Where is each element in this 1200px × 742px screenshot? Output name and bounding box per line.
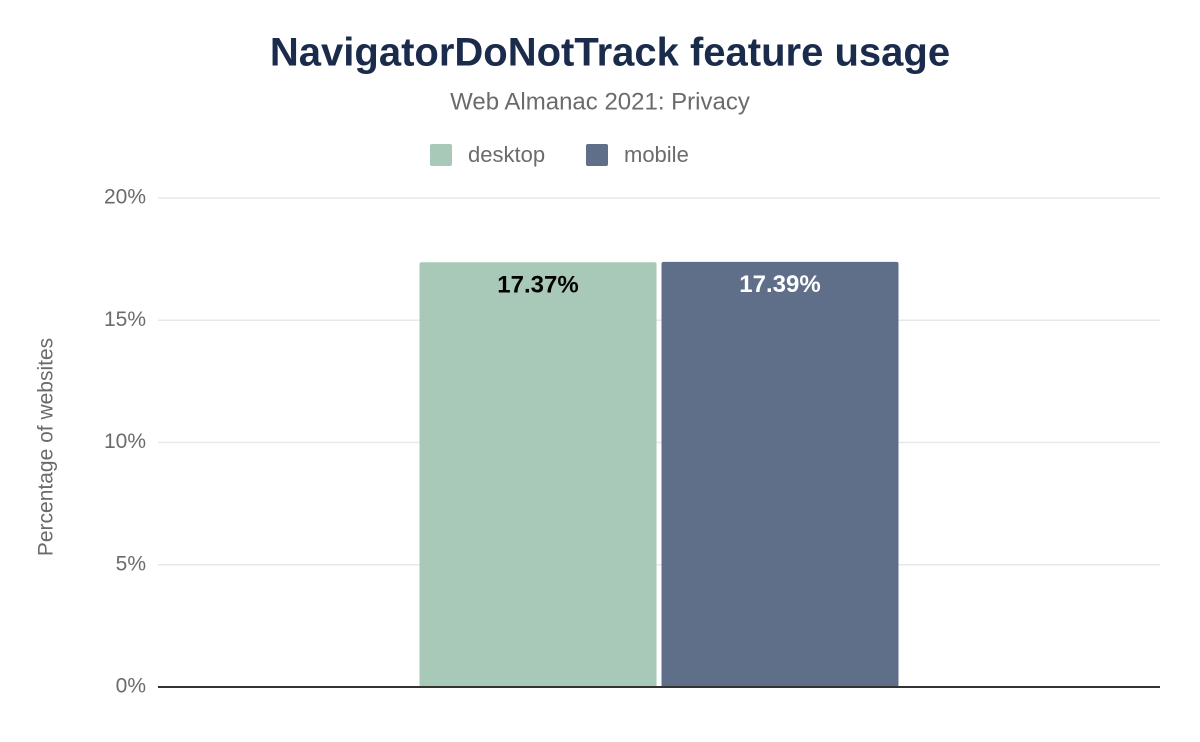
data-label: 17.37% [497, 272, 578, 299]
y-tick-label: 20% [104, 186, 146, 209]
y-tick-label: 15% [104, 308, 146, 331]
legend-label: mobile [624, 142, 689, 167]
y-tick-label: 0% [116, 675, 146, 698]
legend-swatch [586, 144, 608, 166]
y-tick-label: 10% [104, 430, 146, 453]
chart-subtitle: Web Almanac 2021: Privacy [450, 88, 750, 115]
chart-title: NavigatorDoNotTrack feature usage [270, 31, 950, 75]
data-label: 17.39% [739, 271, 820, 298]
legend-label: desktop [468, 142, 545, 167]
bar [661, 261, 899, 687]
legend-swatch [430, 144, 452, 166]
bar [419, 262, 657, 687]
y-tick-label: 5% [116, 552, 146, 575]
y-axis-label: Percentage of websites [35, 338, 58, 556]
